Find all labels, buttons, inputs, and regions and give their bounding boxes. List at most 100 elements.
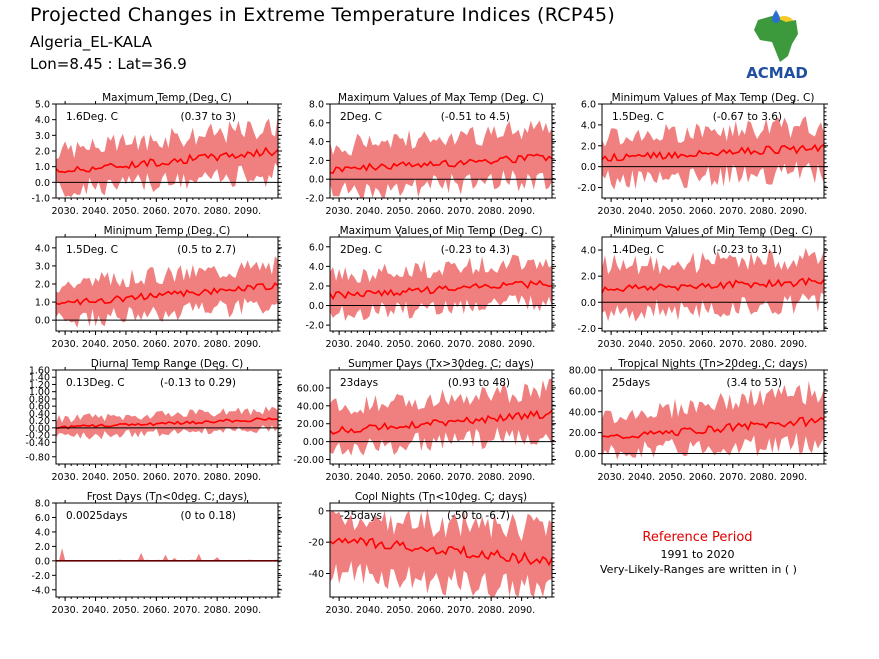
x-tick-label: 2080. [478, 206, 505, 217]
change-value: 1.5Deg. C [612, 111, 664, 123]
y-tick-label: 60.00 [569, 386, 596, 397]
chart-panel-4: 0.0 1.0 2.0 3.0 4.0 2030. 2040. 2050. 2060. 2070.… [35, 225, 282, 350]
chart-title: Summer Days (Tx>30deg. C; days) [348, 358, 534, 370]
x-tick-label: 2030. [52, 339, 79, 350]
likely-range: (-0.23 to 3.1) [713, 244, 782, 256]
x-tick-label: 2060. [689, 339, 716, 350]
x-tick-label: 2090. [780, 339, 807, 350]
x-tick-label: 2040. [356, 605, 383, 616]
y-tick-label: 1.60 [29, 366, 50, 377]
chart-title: Maximum Values of Max Temp (Deg. C) [338, 92, 544, 104]
chart-panel-8: -20.00 0.00 20.00 40.00 60.00 2030. 2040. 2050.… [293, 358, 556, 483]
station-coords: Lon=8.45 : Lat=36.9 [30, 55, 187, 73]
likely-range: (-0.67 to 3.6) [713, 111, 782, 123]
y-tick-label: 4.0 [581, 246, 596, 257]
x-tick-label: 2040. [628, 472, 655, 483]
x-tick-label: 2050. [386, 206, 413, 217]
x-tick-label: 2050. [112, 472, 139, 483]
x-tick-label: 2080. [204, 472, 231, 483]
reference-years: 1991 to 2020 [660, 548, 735, 561]
y-tick-label: 2.0 [35, 147, 50, 158]
chart-panel-9: 0.00 20.00 40.00 60.00 80.00 2030. 2040. 2050. 2… [569, 358, 828, 483]
chart-title: Maximum Temp (Deg. C) [102, 92, 232, 104]
mean-line [601, 277, 825, 294]
station-name: Algeria_EL-KALA [30, 33, 152, 51]
y-tick-label: 0.0 [581, 298, 596, 309]
x-tick-label: 2070. [447, 206, 474, 217]
acmad-logo: ACMAD [746, 10, 808, 82]
change-value: 1.4Deg. C [612, 244, 664, 256]
y-tick-label: 40.00 [569, 407, 596, 418]
y-tick-label: 2.0 [35, 280, 50, 291]
x-tick-label: 2080. [750, 206, 777, 217]
y-tick-label: -0.40 [25, 438, 50, 449]
mean-line [601, 416, 825, 440]
change-value: 0.0025days [66, 510, 128, 522]
y-tick-label: 0 [318, 506, 324, 517]
y-tick-label: 8.0 [309, 100, 324, 111]
x-tick-label: 2090. [508, 206, 535, 217]
y-tick-label: 1.40 [29, 373, 50, 384]
mean-line [329, 409, 553, 435]
x-tick-label: 2070. [447, 605, 474, 616]
y-tick-label: 2.0 [35, 542, 50, 553]
likely-range: (-0.23 to 4.3) [441, 244, 510, 256]
change-value: 25days [612, 377, 650, 389]
y-tick-label: 20.00 [569, 428, 596, 439]
mean-line [329, 279, 553, 301]
x-tick-label: 2090. [234, 206, 261, 217]
chart-title: Minimum Temp (Deg. C) [104, 225, 231, 237]
change-value: 0.13Deg. C [66, 377, 125, 389]
x-tick-label: 2030. [326, 472, 353, 483]
x-tick-label: 2070. [719, 472, 746, 483]
y-tick-label: 0.0 [581, 162, 596, 173]
y-tick-label: -2.0 [577, 324, 596, 335]
range-band [330, 378, 552, 456]
y-tick-label: 0.00 [29, 423, 50, 434]
x-tick-label: 2070. [173, 605, 200, 616]
x-tick-label: 2080. [204, 605, 231, 616]
x-tick-label: 2060. [143, 339, 170, 350]
x-tick-label: 2090. [508, 472, 535, 483]
x-tick-label: 2040. [82, 472, 109, 483]
reference-note: Very-Likely-Ranges are written in ( ) [600, 563, 797, 576]
x-tick-label: 2060. [417, 472, 444, 483]
y-tick-label: 4.0 [35, 243, 50, 254]
y-tick-label: 0.0 [35, 178, 50, 189]
mean-line [329, 536, 553, 567]
chart-panel-6: -2.0 0.0 2.0 4.0 2030. 2040. 2050. 2060. 2070. 20… [577, 225, 828, 350]
y-tick-label: 0.0 [35, 556, 50, 567]
x-tick-label: 2040. [356, 206, 383, 217]
range-band [56, 114, 278, 197]
chart-panel-7: -0.80-0.40-0.200.000.200.400.600.801.001… [25, 358, 282, 483]
logo-text: ACMAD [746, 64, 808, 82]
x-tick-label: 2090. [234, 472, 261, 483]
y-tick-label: 6.0 [309, 118, 324, 129]
y-tick-label: 4.0 [35, 527, 50, 538]
range-band [330, 120, 552, 198]
x-tick-label: 2050. [112, 339, 139, 350]
y-tick-label: 0.0 [309, 301, 324, 312]
y-tick-label: -2.0 [577, 183, 596, 194]
y-tick-label: 0.40 [29, 409, 50, 420]
change-value: 1.5Deg. C [66, 244, 118, 256]
chart-title: Tropical Nights (Tn>20deg. C; days) [617, 358, 807, 370]
x-tick-label: 2040. [628, 339, 655, 350]
chart-title: Diurnal Temp Range (Deg. C) [91, 358, 243, 370]
y-tick-label: -0.80 [25, 452, 50, 463]
chart-panel-1: -1.0 0.0 1.0 2.0 3.0 4.0 5.0 2030. 2040. 2050. 206… [31, 92, 282, 217]
y-tick-label: 0.00 [303, 437, 324, 448]
mean-line [329, 153, 553, 174]
page-title: Projected Changes in Extreme Temperature… [30, 4, 616, 26]
x-tick-label: 2090. [780, 206, 807, 217]
y-tick-label: 2.0 [581, 272, 596, 283]
x-tick-label: 2040. [628, 206, 655, 217]
y-tick-label: 5.0 [35, 100, 50, 111]
mean-line [601, 143, 825, 162]
change-value: 2Deg. C [340, 244, 382, 256]
change-value: -25days [340, 510, 382, 522]
y-tick-label: -2.0 [305, 321, 324, 332]
x-tick-label: 2060. [689, 206, 716, 217]
chart-title: Minimum Values of Min Temp (Deg. C) [613, 225, 813, 237]
chart-panel-11: -40 -20 0 2030. 2040. 2050. 2060. 2070. 2080. 209… [308, 491, 556, 616]
